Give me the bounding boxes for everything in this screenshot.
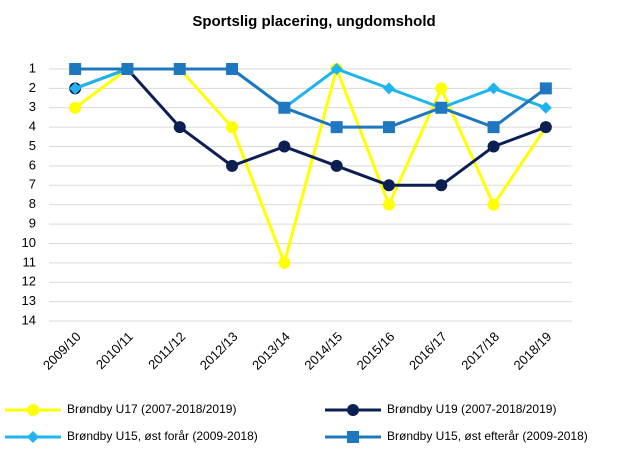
y-tick-label: 13 (22, 293, 36, 308)
x-tick-label: 2011/12 (145, 329, 188, 372)
x-tick-label: 2010/11 (93, 329, 136, 372)
marker (539, 82, 552, 95)
marker (487, 198, 500, 211)
y-tick-label: 8 (29, 196, 36, 211)
marker (382, 179, 395, 192)
marker (487, 82, 500, 95)
marker (435, 179, 448, 192)
marker (69, 63, 82, 75)
legend-marker (27, 431, 39, 443)
series-line (74, 67, 547, 187)
legend-label: Brøndby U15, øst forår (2009-2018) (67, 429, 258, 443)
x-tick-label: 2009/10 (40, 329, 84, 373)
legend-label: Brøndby U17 (2007-2018/2019) (67, 402, 236, 416)
legend-label: Brøndby U19 (2007-2018/2019) (387, 402, 556, 416)
legend-label: Brøndby U15, øst efterår (2009-2018) (387, 429, 588, 443)
x-tick-label: 2013/14 (249, 329, 293, 373)
y-tick-label: 12 (22, 274, 36, 289)
marker (382, 198, 395, 211)
y-tick-label: 11 (23, 254, 37, 269)
legend-marker (347, 404, 359, 416)
marker (69, 82, 82, 95)
marker (382, 82, 395, 95)
x-tick-label: 2014/15 (301, 329, 345, 373)
legend-marker (347, 431, 359, 443)
marker (487, 121, 500, 134)
x-tick-label: 2017/18 (458, 329, 502, 373)
marker (69, 101, 82, 114)
marker (121, 63, 134, 75)
y-tick-label: 5 (29, 138, 36, 153)
x-tick-label: 2016/17 (406, 329, 450, 373)
y-tick-label: 14 (22, 312, 36, 327)
marker (226, 159, 239, 172)
marker (539, 101, 552, 114)
marker (226, 63, 239, 75)
y-tick-label: 1 (29, 60, 36, 75)
marker (278, 101, 291, 114)
series-line (75, 67, 547, 129)
marker (173, 121, 186, 134)
marker (226, 121, 239, 134)
x-tick-label: 2012/13 (197, 329, 241, 373)
y-tick-label: 2 (29, 80, 36, 95)
y-tick-label: 10 (22, 235, 36, 250)
marker (330, 159, 343, 172)
marker (330, 63, 343, 75)
legend-marker (27, 404, 39, 416)
marker (487, 140, 500, 153)
marker (539, 121, 552, 134)
y-tick-label: 3 (29, 99, 36, 114)
marker (173, 63, 186, 75)
x-tick-label: 2018/19 (511, 329, 555, 373)
marker (278, 140, 291, 153)
y-tick-label: 4 (29, 119, 36, 134)
y-tick-label: 9 (29, 216, 36, 231)
marker (435, 82, 448, 95)
marker (382, 121, 395, 134)
marker (435, 101, 448, 114)
chart-title: Sportslig placering, ungdomshold (192, 13, 435, 30)
x-tick-label: 2015/16 (354, 329, 398, 373)
y-tick-label: 7 (29, 177, 36, 192)
marker (330, 121, 343, 134)
marker (278, 256, 291, 269)
y-tick-label: 6 (29, 157, 36, 172)
